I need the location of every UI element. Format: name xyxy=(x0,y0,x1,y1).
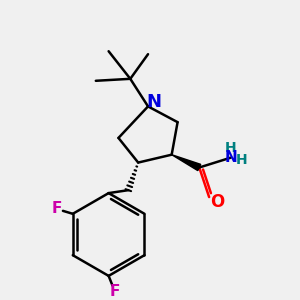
Text: N: N xyxy=(224,150,237,165)
Polygon shape xyxy=(172,155,201,171)
Text: F: F xyxy=(52,201,62,216)
Text: H: H xyxy=(225,141,237,155)
Text: O: O xyxy=(210,193,224,211)
Text: F: F xyxy=(109,284,120,299)
Text: H: H xyxy=(236,153,248,166)
Text: N: N xyxy=(146,94,161,112)
